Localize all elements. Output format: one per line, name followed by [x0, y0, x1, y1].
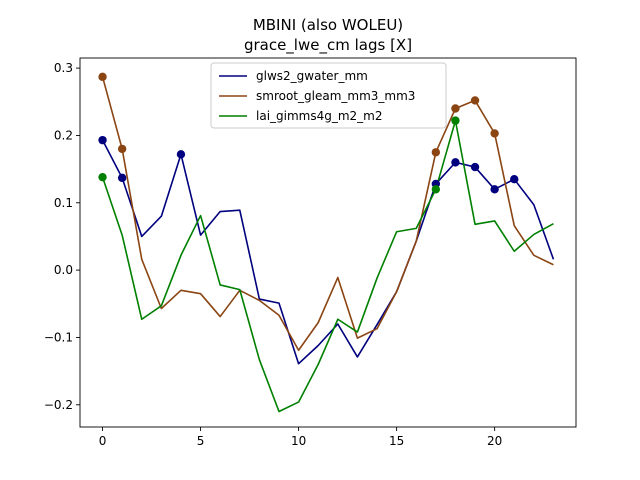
series-line-1 [101, 76, 554, 352]
series-1-point [451, 104, 460, 113]
series-0-point [98, 135, 107, 145]
plot-frame [79, 57, 577, 428]
series-line-0 [101, 139, 555, 365]
series-0-point [451, 158, 460, 167]
series-1-point [470, 96, 480, 105]
legend-label-0: glws2_gwater_mm [256, 69, 368, 83]
axes: 0 5 10 15 20 −0.2 −0.1 0.0 0.1 0.2 0.3 [44, 57, 577, 448]
series-1-point [490, 129, 499, 138]
series-0-point [470, 162, 480, 172]
series-2-point [98, 172, 107, 182]
series-0-point [176, 150, 186, 159]
y-tick-label: 0.1 [54, 196, 73, 210]
y-tick-label: −0.1 [44, 330, 73, 344]
chart-title: MBINI (also WOLEU) [253, 16, 403, 34]
legend-label-1: smroot_gleam_mm3_mm3 [256, 89, 415, 103]
y-tick-label: −0.2 [44, 398, 73, 412]
series-2-point [451, 116, 460, 125]
x-tick-label: 10 [291, 434, 306, 448]
series-0-point [117, 173, 127, 183]
legend-box [210, 62, 447, 129]
series-line-2 [101, 119, 554, 413]
series-1-point [117, 144, 127, 154]
y-tick-label: 0.3 [54, 61, 73, 75]
y-tick-label: 0.0 [54, 263, 73, 277]
series-2-point [431, 185, 441, 194]
series-0-point [490, 185, 499, 194]
plot-area [98, 72, 555, 413]
legend: glws2_gwater_mm smroot_gleam_mm3_mm3 lai_g… [210, 62, 447, 129]
y-tick-label: 0.2 [54, 128, 73, 142]
series-1-point [431, 148, 441, 157]
x-tick-label: 15 [389, 434, 404, 448]
series-0-point [510, 175, 519, 184]
legend-label-2: lai_gimms4g_m2_m2 [256, 109, 383, 123]
chart-subtitle: grace_lwe_cm lags [X] [244, 36, 412, 55]
x-tick-label: 5 [197, 434, 205, 448]
x-tick-label: 0 [99, 434, 107, 448]
series-1-point [98, 72, 107, 82]
x-tick-label: 20 [487, 434, 502, 448]
